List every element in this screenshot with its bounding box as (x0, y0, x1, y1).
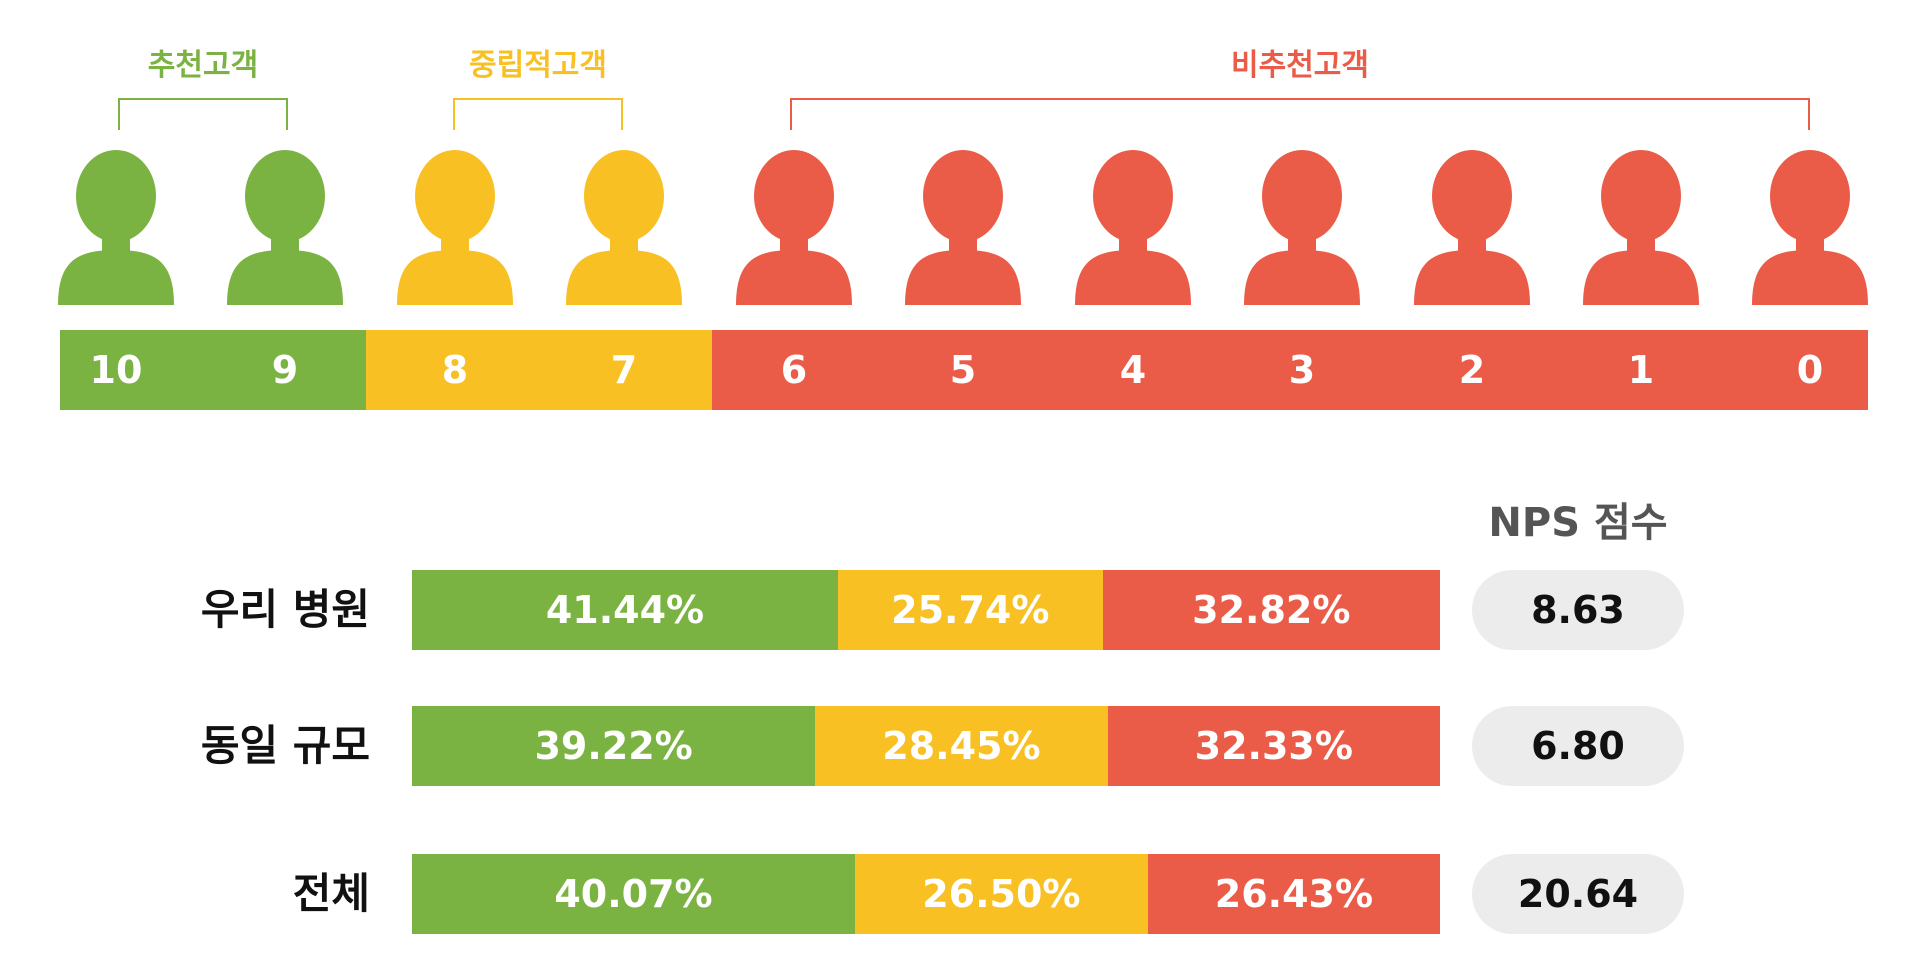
person-icon (1244, 150, 1360, 305)
bar-segment-promoter: 40.07% (412, 854, 855, 934)
person-icon (736, 150, 852, 305)
bar-segment-detractor: 32.33% (1107, 706, 1440, 786)
scale-number-2: 2 (1458, 348, 1486, 392)
people-icons (58, 150, 1868, 305)
scale-number-9: 9 (271, 348, 299, 392)
person-icon (905, 150, 1021, 305)
bar-segment-detractor: 26.43% (1147, 854, 1440, 934)
bar-our-hospital: 41.44% 25.74% 32.82% (412, 570, 1440, 650)
scale-passive-segment (366, 330, 712, 410)
bar-segment-promoter: 39.22% (412, 706, 816, 786)
scale-number-4: 4 (1119, 348, 1147, 392)
scale-number-0: 0 (1796, 348, 1824, 392)
row-label-our-hospital: 우리 병원 (200, 585, 370, 634)
scale-number-10: 10 (89, 348, 143, 392)
scale-number-8: 8 (441, 348, 469, 392)
detractor-bracket (790, 98, 1810, 130)
person-icon (58, 150, 174, 305)
person-icon (227, 150, 343, 305)
score-scale (60, 330, 1868, 410)
scale-number-1: 1 (1627, 348, 1655, 392)
bar-segment-passive: 28.45% (815, 706, 1108, 786)
person-icon (1583, 150, 1699, 305)
promoter-bracket (118, 98, 288, 130)
scale-number-6: 6 (780, 348, 808, 392)
bar-overall: 40.07% 26.50% 26.43% (412, 854, 1440, 934)
scale-detractor-segment (712, 330, 1868, 410)
bar-segment-passive: 25.74% (838, 570, 1103, 650)
scale-number-5: 5 (949, 348, 977, 392)
person-icon (566, 150, 682, 305)
person-icon (1075, 150, 1191, 305)
nps-score-our-hospital: 8.63 (1472, 570, 1684, 650)
scale-number-7: 7 (610, 348, 638, 392)
person-icon (397, 150, 513, 305)
detractor-category-label: 비추천고객 (1231, 48, 1369, 83)
bar-segment-detractor: 32.82% (1102, 570, 1440, 650)
person-icon (1414, 150, 1530, 305)
bar-segment-passive: 26.50% (854, 854, 1148, 934)
nps-score-same-size: 6.80 (1472, 706, 1684, 786)
person-icon (1752, 150, 1868, 305)
scale-promoter-segment (60, 330, 366, 410)
nps-score-header: NPS 점수 (1488, 500, 1668, 546)
row-label-same-size: 동일 규모 (200, 721, 370, 770)
passive-category-label: 중립적고객 (469, 48, 607, 83)
passive-bracket (453, 98, 623, 130)
row-label-overall: 전체 (292, 869, 370, 918)
promoter-category-label: 추천고객 (147, 48, 259, 83)
scale-number-3: 3 (1288, 348, 1316, 392)
bar-segment-promoter: 41.44% (412, 570, 838, 650)
nps-score-overall: 20.64 (1472, 854, 1684, 934)
bar-same-size: 39.22% 28.45% 32.33% (412, 706, 1440, 786)
